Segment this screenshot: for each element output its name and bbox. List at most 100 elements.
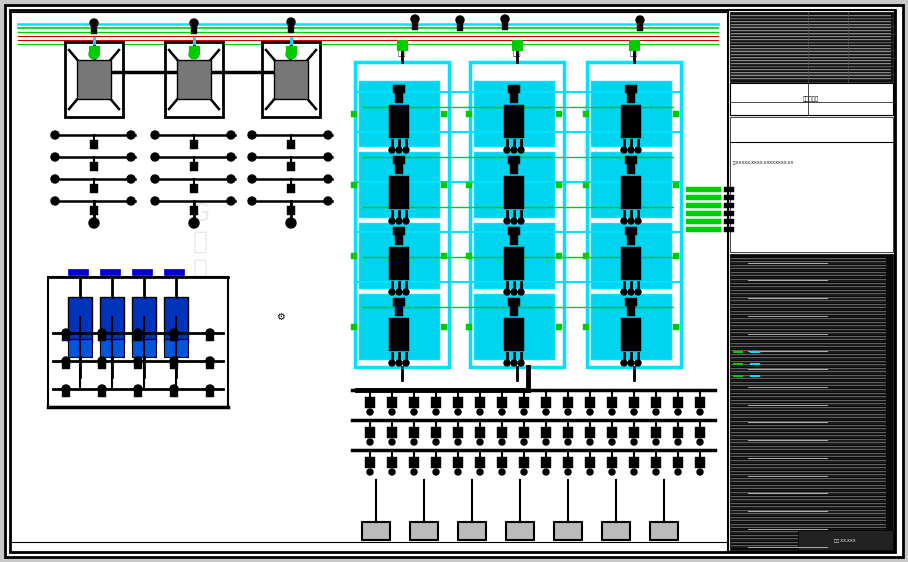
Bar [731,268,886,269]
Bar [731,311,886,312]
Circle shape [635,147,641,153]
Bar [731,350,886,351]
Circle shape [170,329,178,337]
Bar [100,297,124,342]
Bar [731,22,891,23]
Bar [731,464,886,465]
Bar [164,339,188,357]
Text: 图框登记表: 图框登记表 [803,96,819,102]
Bar [190,206,198,215]
Bar [502,21,508,30]
Bar [474,294,554,359]
Circle shape [98,329,106,337]
Circle shape [51,197,59,205]
Bar [731,37,891,38]
Bar [591,223,671,288]
Bar [591,81,671,146]
Bar [724,211,734,216]
Bar [262,42,320,117]
Bar [68,297,92,342]
Circle shape [396,147,402,153]
Bar [508,227,520,235]
Bar [731,429,886,431]
Bar [474,152,554,217]
Bar [170,334,178,341]
Bar [731,327,886,328]
Bar [673,253,679,259]
Bar [731,293,886,294]
Bar [274,60,308,99]
Bar [731,24,891,25]
Bar [731,42,891,43]
Bar [395,233,403,245]
Bar [393,227,405,235]
Circle shape [499,439,505,445]
Bar [731,383,886,385]
Bar [731,520,886,522]
Circle shape [403,147,409,153]
Bar [731,454,886,456]
Circle shape [635,289,641,295]
Bar [409,457,419,468]
Bar [731,54,891,55]
Bar [132,339,156,357]
Bar [731,353,886,355]
Bar [748,458,828,459]
Circle shape [504,218,510,224]
Circle shape [504,147,510,153]
Bar [351,111,357,117]
Bar [731,261,886,262]
Bar [724,227,734,232]
Bar [441,111,447,117]
Bar [673,324,679,330]
Bar [731,488,886,490]
Bar [287,184,295,193]
Bar [77,60,111,99]
Bar [731,475,886,477]
Bar [48,277,228,407]
Bar [731,321,886,323]
Circle shape [499,409,505,415]
Circle shape [189,49,199,59]
Circle shape [477,409,483,415]
Bar [731,28,891,29]
Bar [731,514,886,516]
Bar [731,259,886,260]
Bar [686,195,721,200]
Circle shape [389,147,395,153]
Bar [98,362,106,369]
Circle shape [190,19,198,27]
Bar [731,396,886,397]
Bar [731,422,886,424]
Circle shape [518,289,524,295]
Bar [731,297,886,298]
Circle shape [62,385,70,393]
Bar [510,162,518,174]
Bar [731,525,886,527]
Bar [68,269,88,275]
Bar [731,275,886,277]
Bar [731,336,886,337]
Bar [731,415,886,416]
Bar [686,211,721,216]
Bar [650,522,678,540]
Bar [731,277,886,278]
Bar [731,33,891,34]
Bar [731,378,886,379]
Bar [288,24,294,33]
Circle shape [518,360,524,366]
Bar [731,34,891,35]
Circle shape [628,289,634,295]
Bar [387,427,397,438]
Bar [556,111,562,117]
Bar [389,318,409,351]
Bar [625,156,637,164]
Bar [164,297,188,342]
Bar [731,497,886,498]
Bar [395,162,403,174]
Circle shape [675,469,681,475]
Bar [731,55,891,56]
Bar [164,269,184,275]
Bar [475,397,485,408]
Bar [731,286,886,287]
